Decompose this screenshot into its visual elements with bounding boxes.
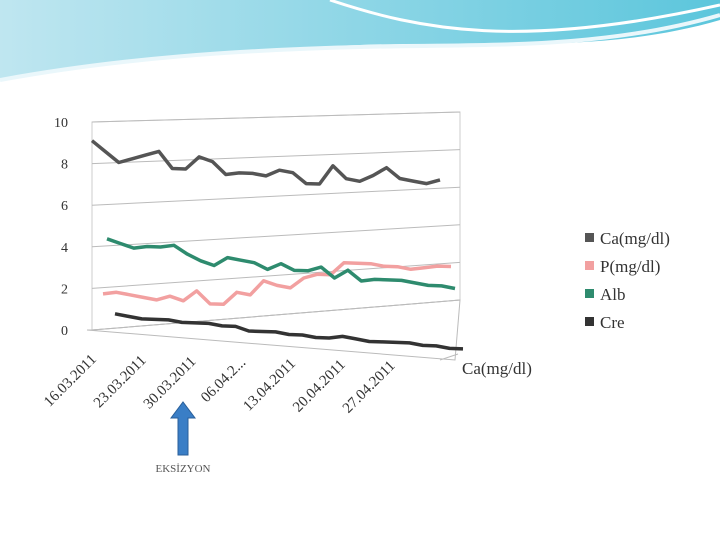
y-tick-label: 0 [61, 324, 68, 339]
y-tick-label: 10 [54, 116, 68, 131]
legend-swatch [585, 317, 594, 326]
depth-tick [439, 353, 459, 361]
depth-axis-label: Ca(mg/dl) [462, 359, 532, 378]
legend-swatch [585, 261, 594, 270]
series-line [90, 139, 441, 186]
x-tick-label: 27.04.2011 [340, 358, 399, 417]
legend-label: Cre [600, 313, 625, 332]
legend-swatch [585, 289, 594, 298]
series-line [102, 261, 452, 307]
plot-floor [86, 299, 461, 361]
annotation: EKSİZYON [156, 463, 211, 475]
grid-line [91, 224, 461, 248]
legend-swatch [585, 233, 594, 242]
x-tick-label: 06.04.2... [198, 355, 249, 406]
header-decoration [0, 0, 720, 82]
grid-line [91, 111, 461, 123]
series-line [114, 312, 464, 351]
grid-line [91, 186, 461, 206]
y-tick-label: 4 [61, 241, 68, 256]
legend-label: P(mg/dl) [600, 257, 660, 276]
arrow [170, 401, 196, 456]
y-tick-label: 8 [61, 158, 68, 173]
legend-label: Ca(mg/dl) [600, 229, 670, 248]
legend-label: Alb [600, 285, 626, 304]
series-line [106, 237, 456, 291]
y-tick-label: 6 [61, 199, 68, 214]
x-tick-label: 30.03.2011 [141, 354, 200, 413]
grid-line [91, 149, 461, 165]
chart: 0246810Ca(mg/dl)P(mg/dl)AlbCre16.03.2011… [41, 111, 670, 475]
grid-line [91, 299, 461, 331]
y-tick-label: 2 [61, 282, 68, 297]
